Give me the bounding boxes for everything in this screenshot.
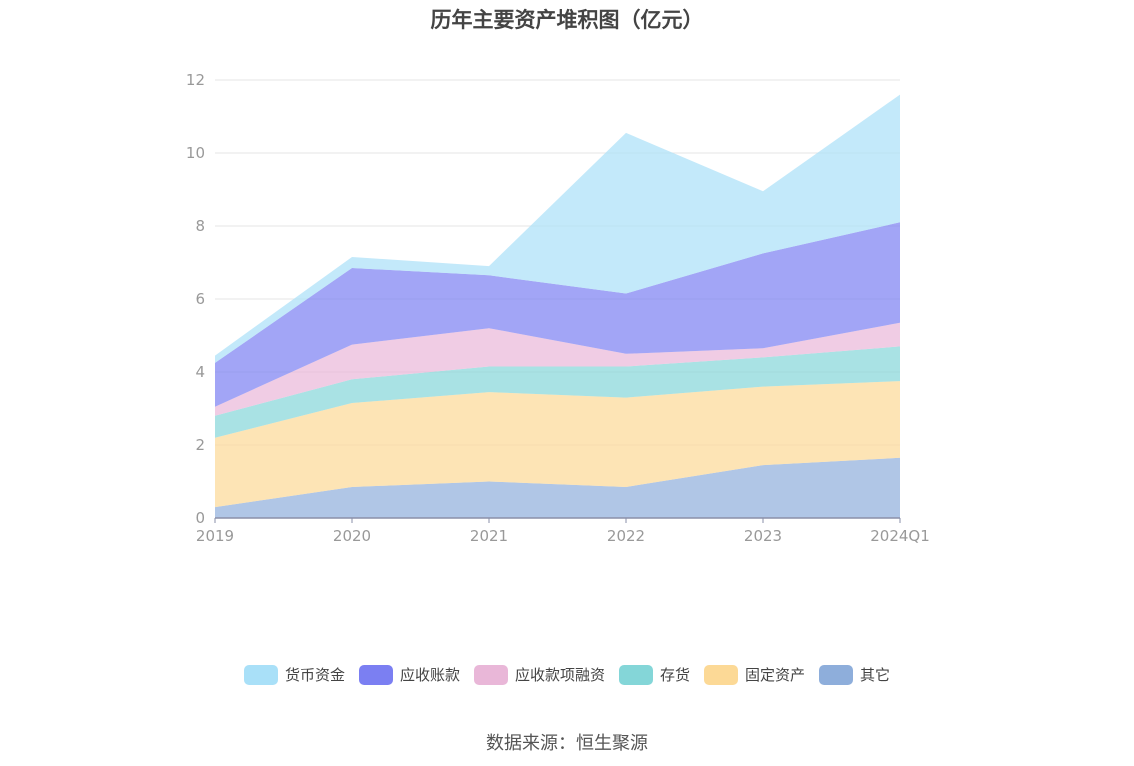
legend-swatch — [243, 664, 278, 685]
y-tick-label: 10 — [186, 144, 205, 162]
y-tick-label: 2 — [195, 436, 205, 454]
legend: 货币资金 应收账款 应收款项融资 存货 固定资产 其它 — [0, 664, 1134, 685]
legend-item-receivables-financing[interactable]: 应收款项融资 — [473, 664, 605, 685]
legend-label: 存货 — [660, 666, 691, 684]
legend-swatch — [819, 664, 854, 685]
y-tick-label: 4 — [195, 363, 205, 381]
y-tick-label: 6 — [195, 290, 205, 308]
x-tick-label: 2020 — [333, 527, 371, 545]
legend-swatch — [704, 664, 739, 685]
legend-item-cash[interactable]: 货币资金 — [243, 664, 345, 685]
legend-label: 固定资产 — [745, 666, 806, 684]
area-series-应收账款 — [215, 222, 900, 407]
y-tick-label: 12 — [186, 71, 205, 89]
legend-swatch — [358, 664, 393, 685]
x-tick-label: 2024Q1 — [870, 527, 930, 545]
y-tick-label: 8 — [195, 217, 205, 235]
legend-swatch — [619, 664, 653, 685]
legend-item-fixed-assets[interactable]: 固定资产 — [704, 664, 805, 685]
area-series-应收款项融资 — [215, 322, 900, 416]
legend-item-other[interactable]: 其它 — [819, 664, 890, 685]
area-series — [215, 94, 900, 518]
legend-swatch — [473, 664, 508, 685]
x-tick-label: 2019 — [196, 527, 234, 545]
axes: 0 2 4 6 8 10 12 2019 2020 2021 2022 2023 2024Q1 — [186, 71, 930, 545]
area-series-货币资金 — [215, 94, 900, 363]
legend-label: 应收款项融资 — [514, 666, 605, 684]
legend-label: 货币资金 — [284, 666, 345, 684]
data-source-note: 数据来源：恒生聚源 — [486, 733, 648, 754]
area-series-固定资产 — [215, 381, 900, 508]
x-tick-label: 2022 — [607, 527, 645, 545]
legend-item-inventory[interactable]: 存货 — [619, 664, 690, 685]
area-series-其它 — [215, 457, 900, 518]
y-tick-label: 0 — [195, 509, 205, 527]
legend-item-accounts-receivable[interactable]: 应收账款 — [358, 664, 460, 685]
legend-label: 其它 — [860, 666, 891, 684]
chart-title: 历年主要资产堆积图（亿元） — [430, 8, 704, 32]
x-tick-label: 2023 — [744, 527, 782, 545]
legend-label: 应收账款 — [399, 666, 460, 684]
area-series-存货 — [215, 346, 900, 438]
x-tick-label: 2021 — [470, 527, 508, 545]
